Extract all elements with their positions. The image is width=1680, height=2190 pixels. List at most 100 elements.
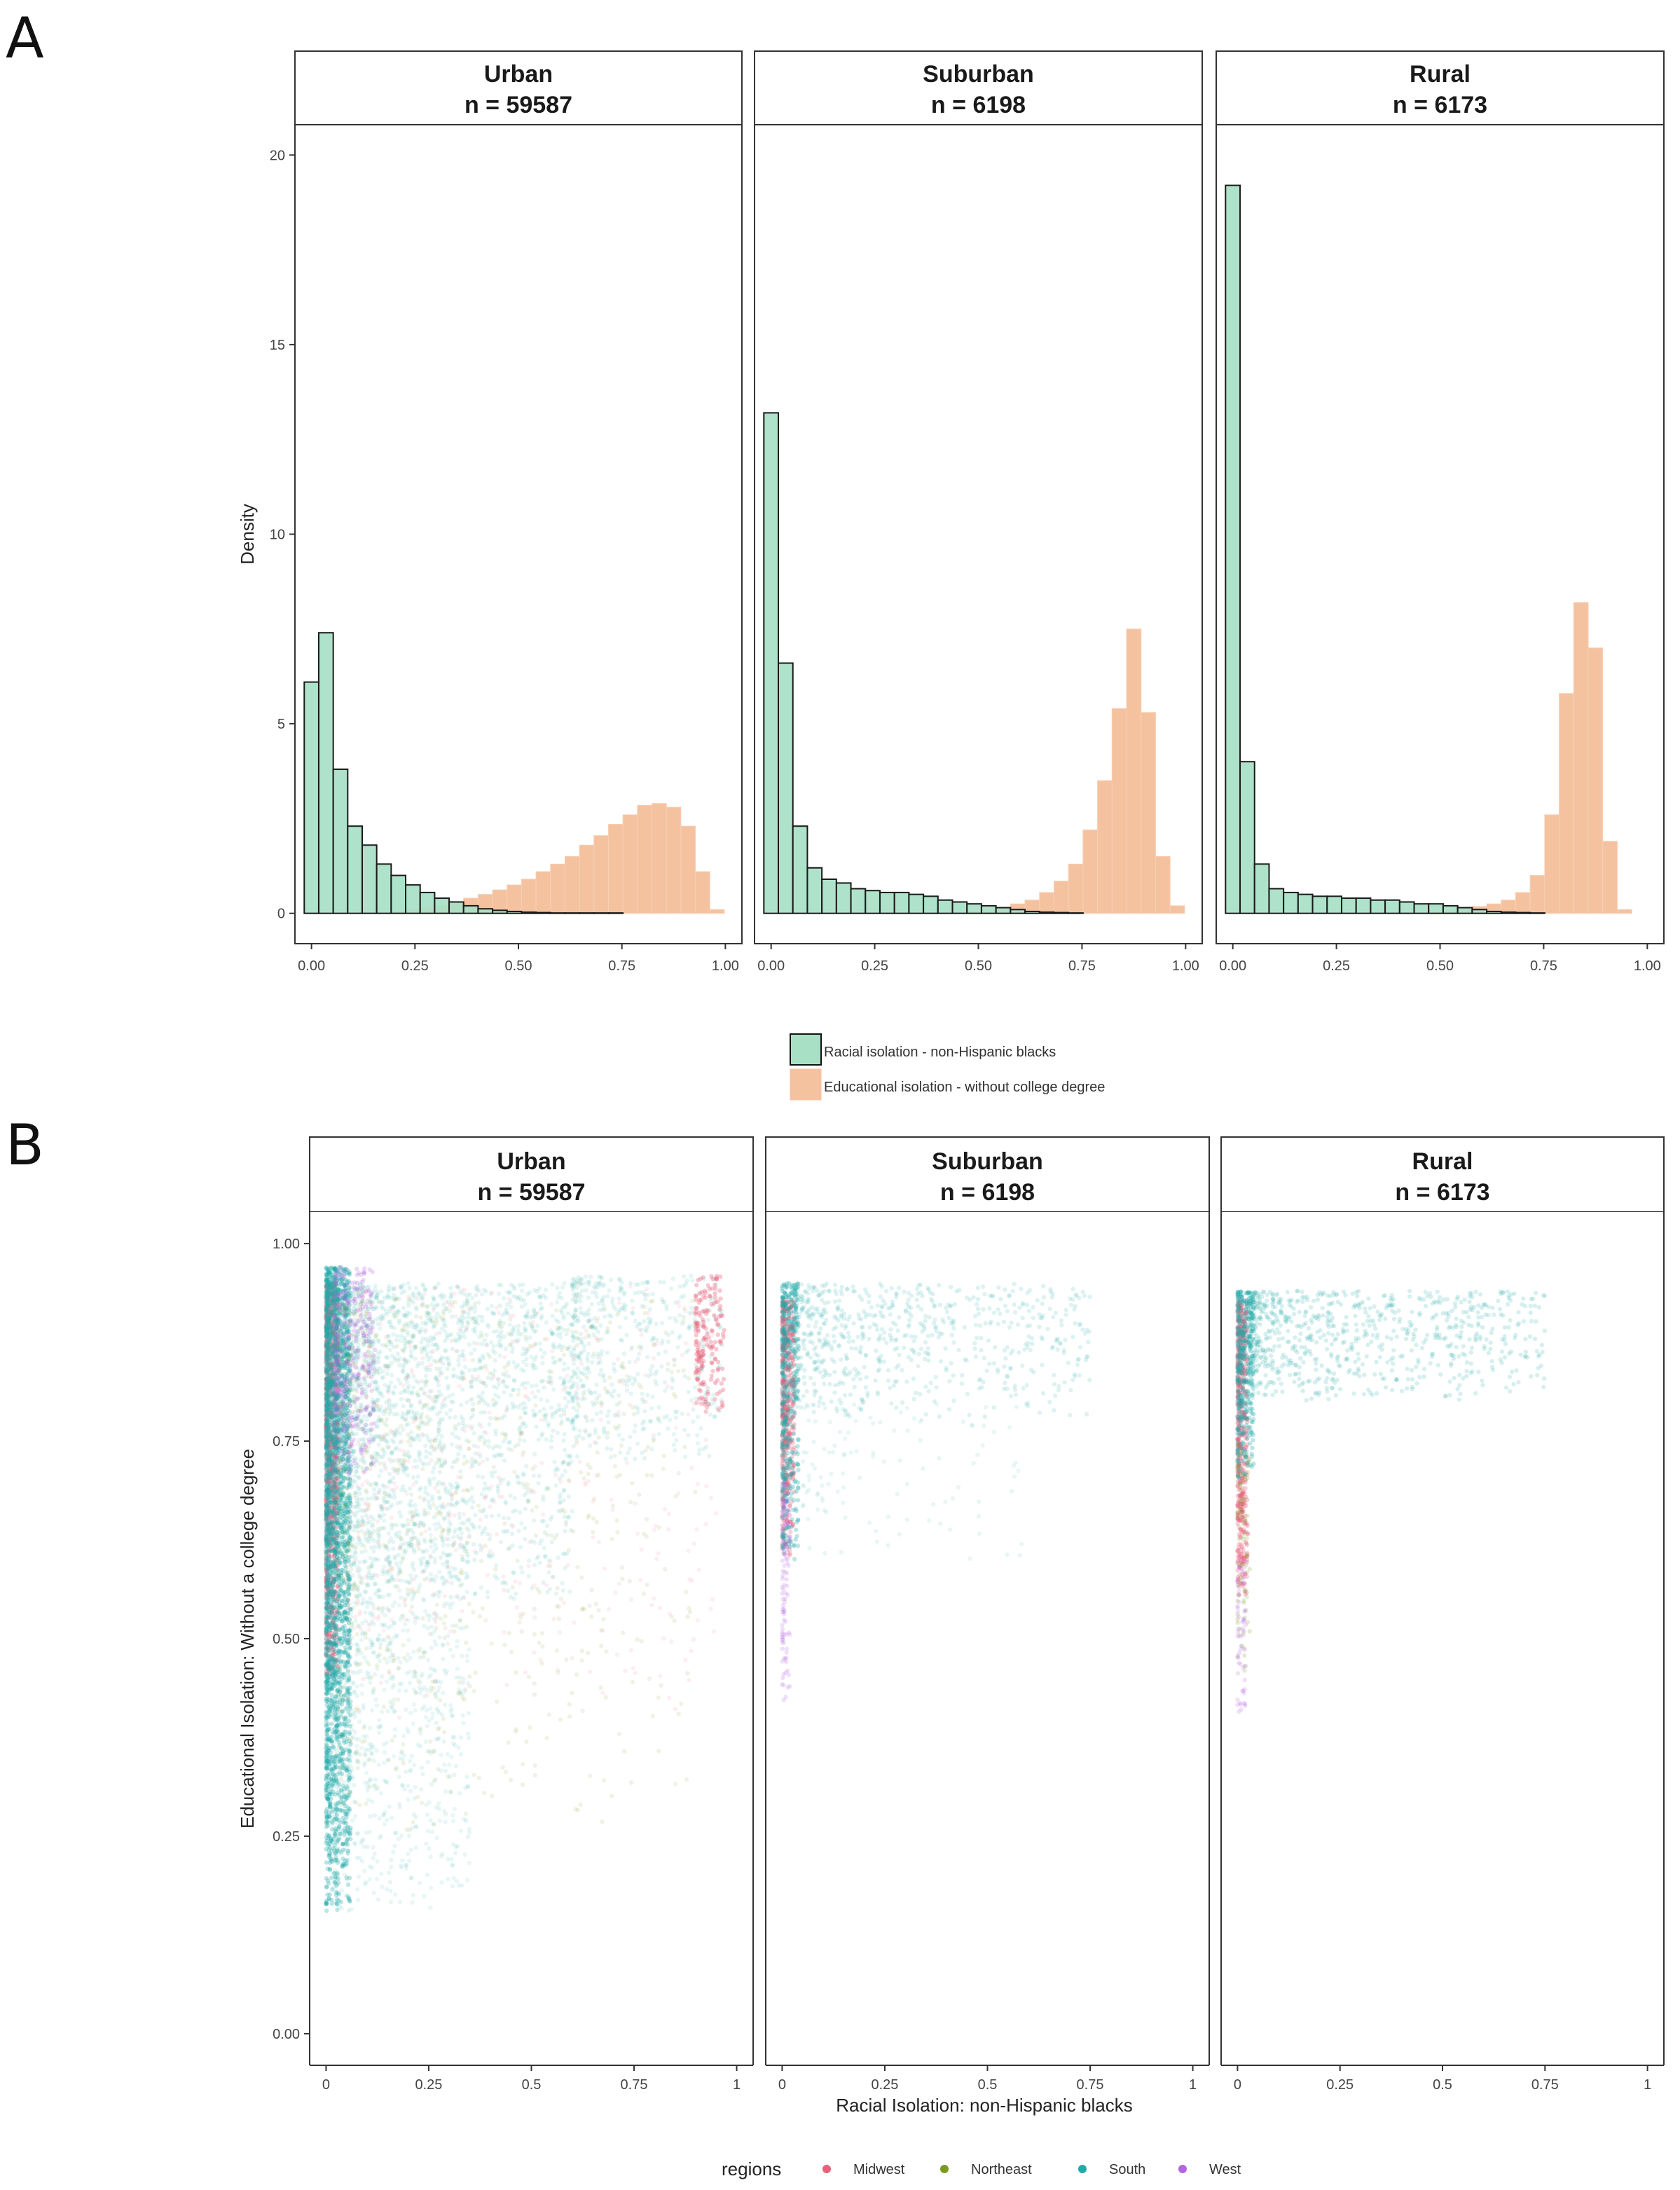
histogram-bar-racial [1038,911,1055,914]
scatter-point [413,1378,418,1384]
scatter-point [331,1293,337,1297]
scatter-point [324,1334,329,1340]
scatter-point [325,1513,331,1518]
facet-strip [754,50,1203,125]
scatter-point [324,1457,330,1462]
scatter-point [544,1523,550,1529]
scatter-point [497,1381,502,1386]
y-tick-label: 0 [277,907,285,922]
scatter-point [326,1320,331,1325]
scatter-point [326,1588,331,1592]
scatter-point [539,1355,545,1360]
scatter-point [332,1579,337,1585]
scatter-point [324,1379,329,1384]
scatter-point [540,1378,546,1384]
scatter-point [328,1564,333,1569]
scatter-point [467,1342,472,1347]
histogram-bar-educational [1515,892,1531,914]
x-tick-label: 0.50 [965,958,992,974]
scatter-point [324,1409,329,1414]
scatter-point [463,1365,468,1370]
scatter-point [325,1577,331,1582]
histogram-bar-racial [564,912,581,914]
scatter-point [329,1461,334,1466]
histogram-bar-educational [1588,647,1604,914]
scatter-point [544,1320,549,1325]
scatter-point [408,1349,414,1354]
scatter-point [369,1496,374,1501]
scatter-point [324,1488,330,1493]
scatter-point [327,1866,333,1871]
scatter-point [334,1445,339,1450]
scatter-point [333,1478,339,1483]
scatter-point [324,1515,329,1520]
scatter-point [334,1343,340,1348]
scatter-point [327,1803,332,1808]
scatter-point [333,1589,338,1594]
scatter-point [532,1412,537,1417]
scatter-point [326,1382,331,1387]
scatter-point [348,1836,353,1842]
scatter-point [333,1382,338,1387]
scatter-point [564,1302,569,1307]
scatter-point [336,1471,340,1476]
scatter-point [427,1482,432,1487]
scatter-point [331,1506,336,1511]
scatter-point [330,1468,336,1473]
scatter-point [560,1580,565,1586]
scatter-point [326,1504,331,1509]
scatter-point [331,1317,336,1322]
scatter-point [333,1325,338,1330]
scatter-point [335,1428,340,1433]
scatter-point [329,1542,333,1547]
scatter-point [445,1366,450,1372]
scatter-point [331,1641,337,1646]
x-tick-label: 0.75 [1530,958,1557,974]
scatter-point [550,1314,555,1318]
scatter-point [327,1620,333,1626]
scatter-point [335,1573,340,1578]
scatter-point [324,1335,329,1340]
scatter-point [327,1439,332,1444]
scatter-point [327,1428,332,1434]
scatter-point [330,1620,336,1625]
scatter-point [327,1449,333,1454]
scatter-point [427,1477,432,1482]
scatter-point [562,1327,567,1332]
scatter-point [334,1609,340,1615]
scatter-point [327,1440,333,1445]
scatter-point [334,1325,339,1330]
scatter-point [336,1640,340,1645]
scatter-point [444,1411,449,1416]
scatter-point [324,1499,329,1503]
scatter-point [376,1442,381,1447]
scatter-point [324,1366,329,1372]
scatter-point [324,1480,329,1485]
scatter-point [324,1605,329,1611]
scatter-point [549,1405,554,1410]
histogram-bar-racial [835,882,852,914]
histogram-bar-educational [535,871,551,914]
scatter-point [330,1372,335,1377]
scatter-point [330,1527,336,1531]
scatter-point [330,1625,335,1630]
scatter-point [324,1617,329,1622]
scatter-point [400,1484,406,1489]
scatter-point [532,1394,538,1400]
scatter-point [327,1791,332,1797]
scatter-point [325,1293,331,1298]
scatter-point [324,1515,329,1520]
scatter-point [329,1471,334,1476]
scatter-point [326,1843,331,1849]
scatter-point [335,1584,340,1589]
scatter-point [326,1564,331,1569]
scatter-point [561,1438,566,1443]
scatter-point [324,1537,330,1543]
scatter-point [457,1515,462,1520]
scatter-point [325,1354,331,1359]
histogram-bar-racial [923,895,939,914]
scatter-point [331,1328,336,1333]
scatter-point [327,1337,332,1342]
histogram-bar-educational [680,825,696,914]
